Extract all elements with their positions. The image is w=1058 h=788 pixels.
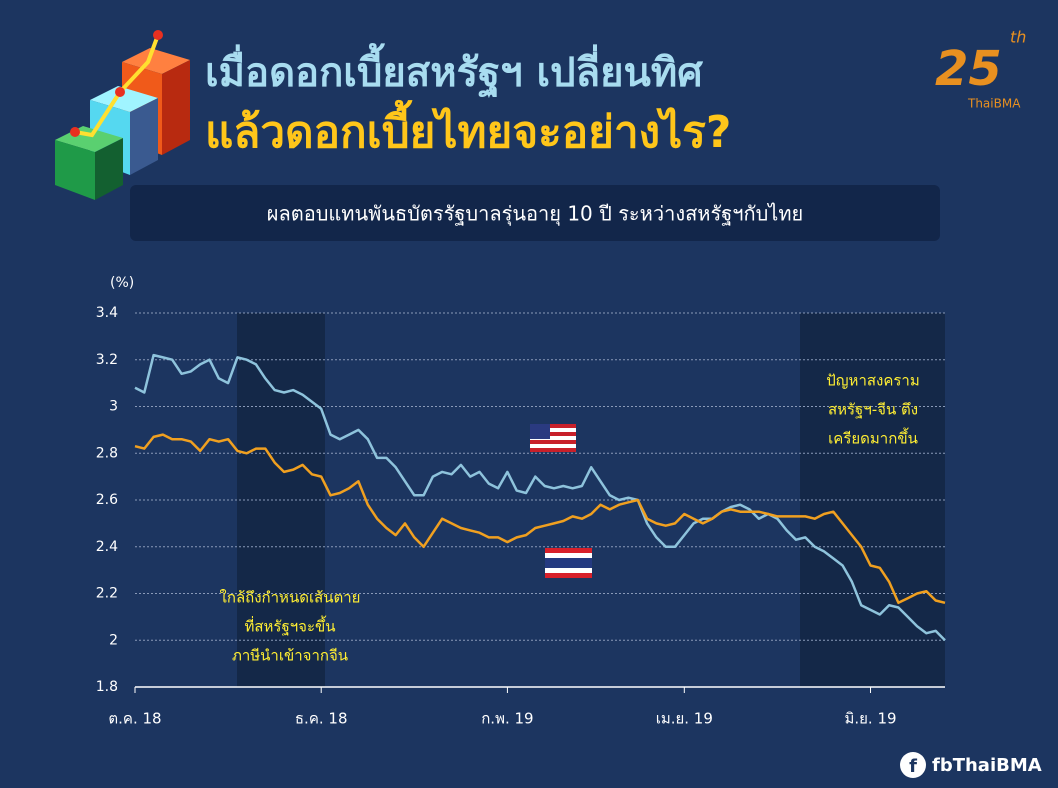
y-tick-label: 2.8 [96, 445, 118, 461]
y-tick-label: 2 [109, 632, 118, 648]
x-tick-label: ก.พ. 19 [481, 710, 533, 728]
x-tick-label: ธ.ค. 18 [295, 710, 348, 728]
annotation: ใกล้ถึงกำหนดเส้นตาย [220, 589, 361, 607]
footer: f fbThaiBMA [900, 752, 1042, 778]
footer-text: fbThaiBMA [932, 755, 1042, 776]
y-tick-label: 3.4 [96, 305, 118, 321]
y-tick-label: 2.4 [96, 539, 118, 555]
subtitle: ผลตอบแทนพันธบัตรรัฐบาลรุ่นอายุ 10 ปี ระห… [267, 202, 804, 227]
logo-suffix: th [1010, 28, 1026, 47]
annotation: ปัญหาสงคราม [826, 372, 920, 390]
logo-number: 25 [935, 41, 1002, 97]
annotation: เครียดมากขึ้น [828, 428, 918, 448]
y-tick-label: 1.8 [96, 679, 118, 695]
line-series [134, 433, 946, 605]
x-tick-label: มิ.ย. 19 [844, 710, 896, 728]
us-flag [530, 424, 576, 452]
annotation: ที่สหรัฐฯจะขึ้น [244, 616, 335, 636]
y-tick-label: 2.6 [96, 492, 118, 508]
annotation: สหรัฐฯ-จีน ตึง [828, 401, 918, 419]
title-line: แล้วดอกเบี้ยไทยจะอย่างไร? [205, 99, 731, 158]
y-tick-label: 3.2 [96, 352, 118, 368]
bar-icon [55, 30, 190, 200]
y-tick-label: 3 [109, 399, 118, 415]
annotation: ภาษีนำเข้าจากจีน [232, 647, 348, 665]
x-tick-label: ต.ค. 18 [108, 710, 161, 728]
y-axis-label: (%) [110, 275, 134, 291]
subtitle-box [130, 185, 940, 241]
line-series [134, 353, 946, 642]
x-tick-label: เม.ย. 19 [656, 710, 713, 728]
thai-flag [545, 548, 592, 578]
y-tick-label: 2.2 [96, 586, 118, 602]
svg-text:f: f [909, 756, 917, 777]
logo-name: ThaiBMA [967, 97, 1021, 111]
title-line: เมื่อดอกเบี้ยสหรัฐฯ เปลี่ยนทิศ [205, 43, 703, 99]
